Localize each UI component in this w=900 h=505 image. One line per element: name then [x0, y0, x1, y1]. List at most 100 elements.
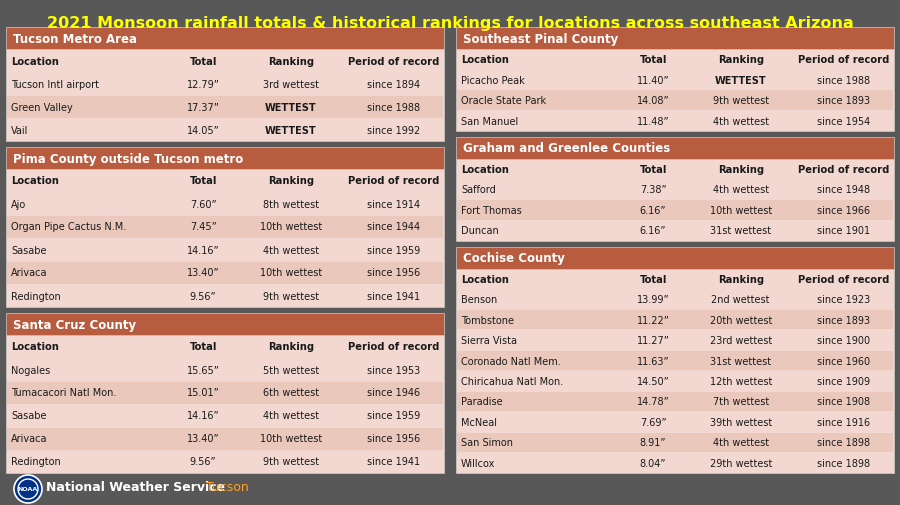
Text: Total: Total: [639, 274, 667, 284]
Text: 23rd wettest: 23rd wettest: [709, 335, 772, 345]
Text: Tucson Metro Area: Tucson Metro Area: [13, 32, 137, 45]
Text: Duncan: Duncan: [461, 226, 499, 236]
Text: 9.56”: 9.56”: [190, 291, 216, 301]
Text: 7.60”: 7.60”: [190, 199, 216, 209]
Text: since 1959: since 1959: [367, 245, 420, 255]
Text: 2021 Monsoon rainfall totals & historical rankings for locations across southeas: 2021 Monsoon rainfall totals & historica…: [47, 16, 853, 31]
Text: since 1966: since 1966: [817, 206, 870, 216]
Text: Ranking: Ranking: [717, 274, 764, 284]
FancyBboxPatch shape: [7, 262, 443, 284]
Text: Chiricahua Natl Mon.: Chiricahua Natl Mon.: [461, 376, 563, 386]
Text: since 1953: since 1953: [367, 365, 420, 375]
Text: Location: Location: [11, 176, 58, 186]
Text: 11.40”: 11.40”: [637, 76, 670, 85]
Text: 3rd wettest: 3rd wettest: [263, 79, 319, 89]
Text: 31st wettest: 31st wettest: [710, 226, 771, 236]
Text: 4th wettest: 4th wettest: [713, 116, 769, 126]
FancyBboxPatch shape: [456, 28, 894, 50]
FancyBboxPatch shape: [456, 50, 894, 131]
Text: 4th wettest: 4th wettest: [263, 245, 319, 255]
Text: 11.48”: 11.48”: [637, 116, 670, 126]
Text: Period of record: Period of record: [798, 165, 889, 175]
Text: 6th wettest: 6th wettest: [263, 388, 319, 398]
Text: 8th wettest: 8th wettest: [263, 199, 319, 209]
Text: since 1946: since 1946: [367, 388, 420, 398]
Text: Arivaca: Arivaca: [11, 268, 48, 278]
Text: since 1959: since 1959: [367, 411, 420, 421]
Text: since 1914: since 1914: [367, 199, 420, 209]
Text: 9th wettest: 9th wettest: [263, 291, 319, 301]
Text: since 1898: since 1898: [817, 458, 870, 468]
Text: 20th wettest: 20th wettest: [709, 315, 772, 325]
Text: since 1948: since 1948: [817, 185, 870, 195]
Text: Period of record: Period of record: [348, 342, 439, 352]
Text: 5th wettest: 5th wettest: [263, 365, 319, 375]
Text: since 1893: since 1893: [817, 315, 870, 325]
FancyBboxPatch shape: [6, 170, 444, 308]
FancyBboxPatch shape: [457, 91, 893, 111]
Text: 10th wettest: 10th wettest: [709, 206, 772, 216]
Text: since 1941: since 1941: [367, 291, 420, 301]
Text: since 1908: since 1908: [817, 396, 870, 407]
FancyBboxPatch shape: [6, 147, 444, 170]
Text: Ranking: Ranking: [717, 55, 764, 65]
Text: Ranking: Ranking: [267, 57, 314, 66]
Text: 12th wettest: 12th wettest: [709, 376, 772, 386]
Text: 13.99”: 13.99”: [637, 294, 670, 305]
Text: WETTEST: WETTEST: [715, 76, 767, 85]
Text: 29th wettest: 29th wettest: [709, 458, 772, 468]
FancyBboxPatch shape: [6, 335, 444, 473]
Text: 7th wettest: 7th wettest: [713, 396, 769, 407]
Text: Pima County outside Tucson metro: Pima County outside Tucson metro: [13, 152, 243, 165]
Text: Ajo: Ajo: [11, 199, 26, 209]
Text: Vail: Vail: [11, 125, 29, 135]
Text: 4th wettest: 4th wettest: [263, 411, 319, 421]
Text: Ranking: Ranking: [267, 176, 314, 186]
Text: 9.56”: 9.56”: [190, 457, 216, 467]
Text: Total: Total: [189, 176, 217, 186]
Text: 4th wettest: 4th wettest: [713, 437, 769, 447]
Text: Green Valley: Green Valley: [11, 103, 73, 112]
Text: 11.22”: 11.22”: [636, 315, 670, 325]
Text: Coronado Natl Mem.: Coronado Natl Mem.: [461, 356, 561, 366]
Text: NOAA: NOAA: [18, 486, 38, 491]
Text: Tucson Intl airport: Tucson Intl airport: [11, 79, 99, 89]
FancyBboxPatch shape: [456, 247, 894, 269]
Text: San Manuel: San Manuel: [461, 116, 518, 126]
Text: 4th wettest: 4th wettest: [713, 185, 769, 195]
Text: since 1956: since 1956: [367, 434, 420, 443]
Text: San Simon: San Simon: [461, 437, 513, 447]
Text: Cochise County: Cochise County: [463, 251, 565, 265]
Text: 10th wettest: 10th wettest: [259, 268, 322, 278]
FancyBboxPatch shape: [456, 160, 894, 241]
Text: Ranking: Ranking: [267, 342, 314, 352]
FancyBboxPatch shape: [457, 433, 893, 452]
FancyBboxPatch shape: [6, 50, 444, 142]
Text: since 1988: since 1988: [817, 76, 870, 85]
Text: 14.08”: 14.08”: [637, 96, 670, 106]
Text: Location: Location: [11, 57, 58, 66]
FancyBboxPatch shape: [457, 201, 893, 220]
Text: 14.05”: 14.05”: [186, 125, 220, 135]
Text: Period of record: Period of record: [348, 176, 439, 186]
Text: Southeast Pinal County: Southeast Pinal County: [463, 32, 618, 45]
Text: 8.04”: 8.04”: [640, 458, 666, 468]
Text: since 1893: since 1893: [817, 96, 870, 106]
Text: Tucson: Tucson: [194, 481, 248, 493]
Text: Redington: Redington: [11, 291, 61, 301]
Text: 12.79”: 12.79”: [186, 79, 220, 89]
Text: Location: Location: [461, 55, 508, 65]
Text: since 1992: since 1992: [367, 125, 420, 135]
Text: since 1909: since 1909: [817, 376, 870, 386]
Text: 15.65”: 15.65”: [186, 365, 220, 375]
Text: since 1901: since 1901: [817, 226, 870, 236]
Text: Santa Cruz County: Santa Cruz County: [13, 318, 136, 331]
Circle shape: [14, 475, 42, 503]
Text: Location: Location: [461, 165, 508, 175]
Text: WETTEST: WETTEST: [265, 103, 317, 112]
Text: Nogales: Nogales: [11, 365, 50, 375]
Text: Graham and Greenlee Counties: Graham and Greenlee Counties: [463, 142, 670, 155]
Text: 13.40”: 13.40”: [187, 434, 220, 443]
Text: since 1988: since 1988: [367, 103, 420, 112]
Text: 7.38”: 7.38”: [640, 185, 666, 195]
